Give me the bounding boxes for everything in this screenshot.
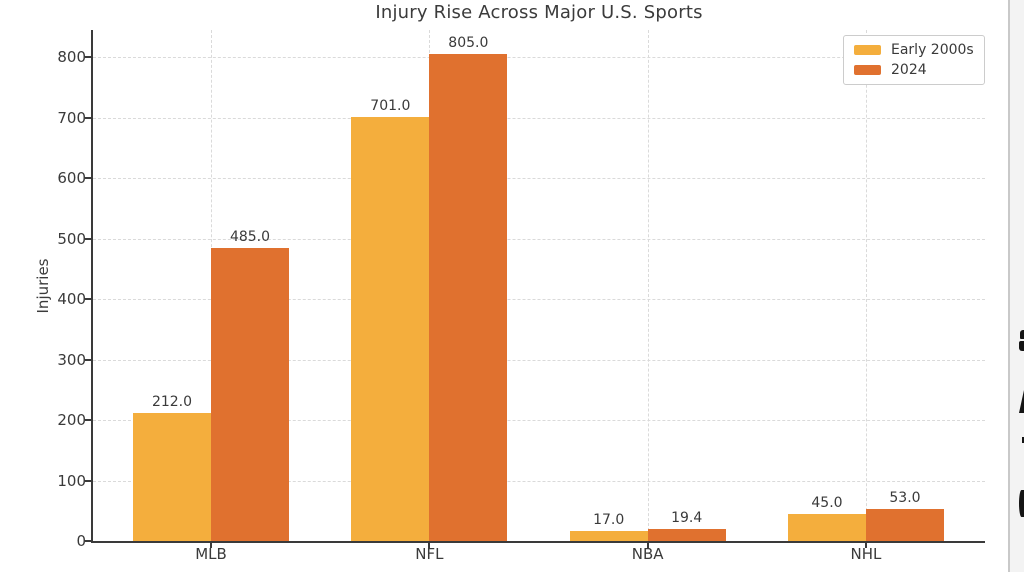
horizontal-gridline: [93, 178, 985, 179]
bar-nba-2024: [647, 529, 726, 541]
bar-value-label: 701.0: [370, 97, 411, 114]
bar-nfl-2024: [429, 53, 508, 541]
legend-swatch: [854, 45, 881, 55]
x-tick-label: NBA: [631, 545, 664, 563]
y-tick-mark: [85, 177, 91, 179]
legend-item: Early 2000s: [854, 41, 974, 59]
x-tick-label: NFL: [415, 545, 444, 563]
bar-value-label: 805.0: [448, 34, 489, 51]
cropped-glyph-fragment: [1019, 490, 1024, 517]
bar-nba-early-2000s: [569, 530, 648, 541]
horizontal-gridline: [93, 299, 985, 300]
vertical-gridline: [865, 30, 867, 541]
y-tick-label: 600: [57, 169, 86, 187]
y-tick-label: 700: [57, 108, 86, 127]
y-tick-mark: [85, 419, 91, 421]
y-tick-label: 500: [57, 229, 86, 248]
x-tick-mark: [210, 543, 212, 548]
bar-value-label: 45.0: [811, 494, 843, 511]
horizontal-gridline: [93, 117, 985, 119]
bar-mlb-early-2000s: [133, 412, 211, 541]
panel-divider-line: [1008, 0, 1010, 572]
x-tick-mark: [646, 543, 649, 548]
y-tick-label: 300: [57, 350, 86, 369]
bar-value-label: 17.0: [593, 511, 625, 528]
y-tick-mark: [85, 56, 91, 58]
cropped-glyph-fragment: [1019, 390, 1024, 413]
legend-label: Early 2000s: [891, 42, 974, 58]
bar-mlb-2024: [211, 247, 289, 541]
bar-value-label: 53.0: [889, 489, 921, 506]
cropped-glyph-fragment: [1019, 341, 1024, 351]
bar-value-label: 485.0: [229, 228, 271, 245]
cropped-glyph-fragment: [1022, 437, 1024, 443]
vertical-gridline: [647, 30, 649, 541]
y-tick-label: 800: [57, 48, 86, 66]
chart-title: Injury Rise Across Major U.S. Sports: [375, 2, 703, 23]
y-tick-mark: [85, 479, 91, 482]
bar-nhl-early-2000s: [787, 513, 866, 541]
horizontal-gridline: [93, 238, 985, 240]
y-tick-mark: [85, 298, 91, 300]
bar-nhl-2024: [865, 508, 944, 541]
legend-item: 2024: [854, 61, 974, 79]
legend: Early 2000s 2024: [843, 35, 985, 85]
x-tick-mark: [428, 543, 431, 548]
legend-label: 2024: [891, 62, 927, 78]
y-tick-mark: [85, 116, 91, 119]
x-axis-spine: [91, 541, 985, 543]
cropped-glyph-fragment: [1020, 330, 1024, 339]
y-tick-label: 100: [57, 471, 86, 490]
y-axis-spine: [91, 30, 93, 543]
horizontal-gridline: [93, 420, 985, 421]
y-tick-label: 0: [76, 532, 86, 550]
bar-nfl-early-2000s: [351, 116, 430, 541]
y-tick-label: 200: [57, 411, 86, 429]
y-tick-label: 400: [57, 290, 86, 308]
y-tick-mark: [85, 540, 91, 542]
x-tick-mark: [864, 543, 867, 548]
horizontal-gridline: [93, 57, 985, 58]
plot-area: 212.0 485.0 701.0 805.0 17.0 19.4 45.0 53.0: [93, 30, 985, 541]
legend-swatch: [854, 65, 881, 75]
x-tick-label: NHL: [850, 545, 882, 563]
y-tick-mark: [85, 358, 91, 361]
adjacent-panel-edge: [1008, 0, 1024, 572]
horizontal-gridline: [93, 480, 985, 482]
x-tick-label: MLB: [195, 545, 227, 563]
y-tick-mark: [85, 237, 91, 240]
bar-value-label: 212.0: [151, 393, 193, 410]
bar-value-label: 19.4: [671, 510, 703, 527]
horizontal-gridline: [93, 359, 985, 361]
